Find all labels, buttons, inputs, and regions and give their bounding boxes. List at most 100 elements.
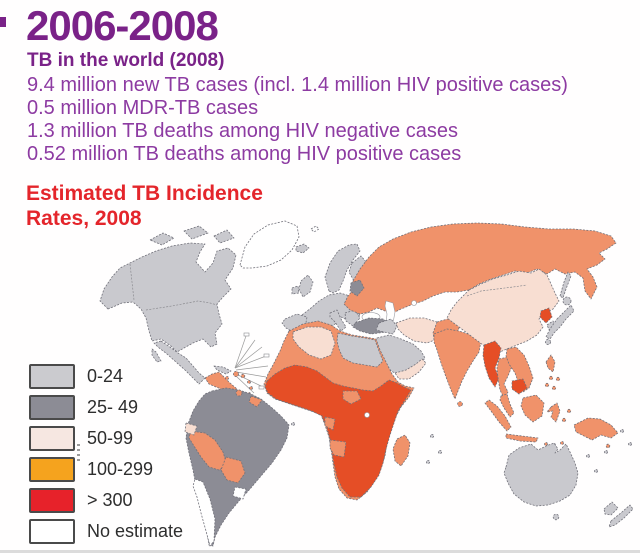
map-region-philippines <box>544 382 550 388</box>
map-region-japan <box>545 304 575 340</box>
map-region-pacific-island <box>620 429 624 433</box>
map-region-lesser-sunda <box>560 441 564 445</box>
map-region-jamaica <box>224 375 229 380</box>
map-region-antilles <box>249 386 253 390</box>
aral-sea <box>411 300 417 306</box>
map-border-us-canada <box>145 300 218 311</box>
legend-swatch-no-estimate <box>29 519 75 544</box>
map-heading: Estimated TB Incidence Rates, 2008 <box>26 181 263 231</box>
map-region-pacific-island <box>605 443 611 449</box>
legend-swatch-25-49 <box>29 395 75 420</box>
legend-label: 0-24 <box>87 366 124 386</box>
map-region-new-zealand <box>603 501 619 516</box>
map-region-new-guinea <box>573 417 619 441</box>
map-region-japan <box>545 338 552 345</box>
stat-line-deaths-neg: 1.3 million TB deaths among HIV negative… <box>27 120 458 142</box>
map-region-egypt-libya <box>336 332 384 368</box>
legend-item: 100-299 <box>29 456 183 483</box>
map-region-borneo <box>520 394 545 423</box>
map-region-ecuador <box>184 422 198 436</box>
legend-item: 50-99 <box>29 425 183 452</box>
map-region-sub-saharan-africa <box>264 364 412 498</box>
map-region-north-korea <box>539 307 553 324</box>
map-region-cambodia <box>511 378 528 395</box>
map-region-china-mongolia <box>446 268 560 354</box>
map-region-baja-california <box>151 348 162 363</box>
map-region-algeria <box>292 326 336 360</box>
map-region-sumatra <box>484 399 512 432</box>
map-region-lesser-sunda <box>544 442 548 446</box>
map-region-angola <box>329 439 347 458</box>
map-region-tasmania <box>552 513 560 521</box>
map-region-venezuela <box>235 389 243 397</box>
map-region-sakhalin <box>559 271 572 299</box>
map-region-cuba <box>213 365 232 375</box>
map-region-antilles <box>247 380 251 384</box>
map-region-pacific-island <box>594 469 598 473</box>
legend-label: 50-99 <box>87 428 134 448</box>
map-region-italy <box>329 309 347 332</box>
legend-label: 25- 49 <box>87 397 139 417</box>
subtitle: TB in the world (2008) <box>27 50 225 71</box>
legend-item: > 300 <box>29 487 183 514</box>
map-region-sri-lanka <box>457 401 463 407</box>
map-region-yemen-oman <box>394 358 427 380</box>
map-region-malay-peninsula <box>499 393 515 418</box>
map-region-arctic-islands <box>183 225 209 240</box>
legend: 0-24 25- 49 50-99 100-299 > 300 No estim… <box>29 363 183 549</box>
map-region-new-zealand <box>608 504 634 528</box>
map-region-gabon <box>324 416 336 431</box>
map-region-indian-ocean-island <box>429 433 434 438</box>
map-region-peru <box>188 430 228 471</box>
map-region-philippines <box>551 385 557 391</box>
legend-item: No estimate <box>29 518 183 545</box>
map-region-scandinavia <box>324 243 361 294</box>
map-region-arctic-islands <box>149 232 175 246</box>
map-region-sulawesi <box>546 402 561 423</box>
map-region-iran <box>395 317 444 344</box>
edge-artifact <box>0 17 6 27</box>
map-region-svalbard <box>310 225 320 233</box>
map-region-puerto-rico <box>240 373 246 379</box>
stat-line-new-cases: 9.4 million new TB cases (incl. 1.4 mill… <box>27 74 568 96</box>
map-region-indian-ocean-island <box>437 449 442 454</box>
tiny-vertical-marks <box>77 444 80 462</box>
legend-label: No estimate <box>87 521 184 541</box>
map-region-iceland <box>295 243 310 254</box>
legend-swatch-100-299 <box>29 457 75 482</box>
map-region-arctic-islands <box>213 229 235 244</box>
caribbean-callout-lines <box>234 332 270 394</box>
map-region-pacific-island <box>586 454 590 458</box>
map-region-baltics <box>349 279 365 297</box>
map-region-guyana <box>248 395 263 408</box>
map-region-moluccas <box>566 408 572 414</box>
stat-line-mdr: 0.5 million MDR-TB cases <box>27 97 259 119</box>
map-region-ireland <box>291 285 300 295</box>
legend-label: 100-299 <box>87 459 154 479</box>
map-region-philippines <box>555 376 561 382</box>
map-region-finland <box>348 255 368 282</box>
map-region-sao-tome <box>291 422 295 426</box>
map-region-madagascar <box>392 434 411 467</box>
legend-item: 25- 49 <box>29 394 183 421</box>
legend-swatch-50-99 <box>29 426 75 451</box>
map-region-java <box>505 433 539 443</box>
map-region-laos-vietnam <box>505 346 534 393</box>
map-region-uk <box>298 274 314 298</box>
map-region-mexico <box>153 340 206 385</box>
map-region-moluccas <box>561 417 567 423</box>
map-region-pacific-island <box>604 450 608 454</box>
map-region-thailand <box>496 356 513 399</box>
map-region-chile <box>192 478 216 547</box>
map-region-india <box>433 328 482 400</box>
map-region-pacific-island <box>628 442 632 446</box>
map-region-greenland <box>239 220 300 269</box>
stats-block: 9.4 million new TB cases (incl. 1.4 mill… <box>27 74 568 166</box>
map-region-paraguay <box>232 486 247 500</box>
map-region-north-america <box>99 242 237 353</box>
map-region-japan <box>562 296 572 306</box>
map-region-hispaniola <box>232 370 239 377</box>
map-region-indian-ocean-island <box>425 459 430 464</box>
map-region-iraq-syria <box>375 318 398 335</box>
